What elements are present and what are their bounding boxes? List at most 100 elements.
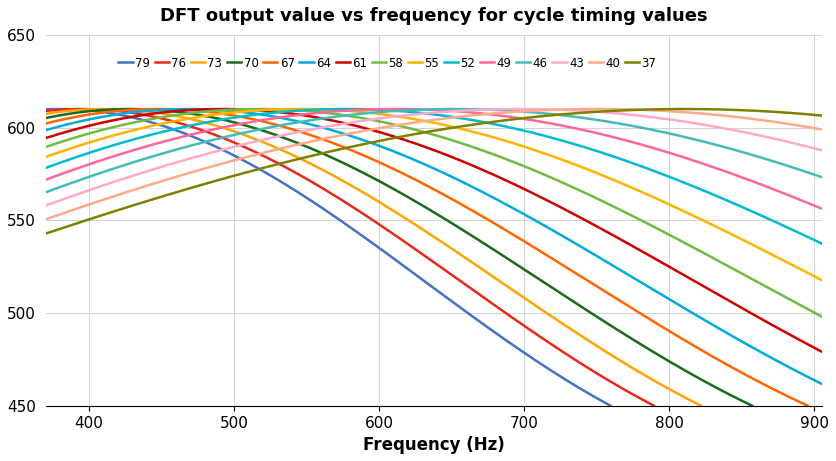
76 [332, 194, 342, 200]
43 [12, 213, 22, 219]
Line: 79: 79 [17, 109, 609, 406]
73 [12, 117, 22, 123]
46 [714, 143, 724, 148]
70 [56, 112, 66, 118]
79 [573, 385, 583, 390]
Line: 37: 37 [17, 109, 836, 243]
64 [573, 242, 583, 248]
Line: 55: 55 [17, 109, 836, 321]
49 [12, 188, 22, 194]
52 [56, 160, 66, 165]
40 [714, 112, 724, 118]
70 [714, 387, 724, 392]
52 [714, 195, 724, 200]
70 [12, 122, 22, 128]
52 [340, 106, 350, 112]
61 [667, 266, 677, 272]
37 [573, 110, 583, 116]
73 [534, 306, 544, 312]
73 [332, 175, 342, 180]
61 [534, 194, 544, 200]
Line: 58: 58 [17, 109, 836, 358]
52 [332, 106, 342, 112]
76 [12, 112, 22, 118]
67 [534, 248, 544, 254]
70 [667, 361, 677, 366]
Line: 73: 73 [17, 109, 701, 406]
49 [391, 106, 401, 112]
Line: 49: 49 [17, 109, 836, 243]
49 [534, 119, 544, 124]
46 [12, 201, 22, 206]
64 [332, 129, 342, 135]
40 [667, 109, 677, 114]
37 [332, 147, 342, 153]
43 [56, 197, 66, 203]
46 [667, 131, 677, 137]
64 [56, 123, 66, 129]
58 [254, 106, 264, 112]
73 [667, 388, 677, 394]
79 [332, 215, 342, 221]
Line: 43: 43 [17, 109, 836, 216]
61 [12, 145, 22, 151]
Line: 64: 64 [17, 109, 836, 406]
55 [714, 226, 724, 231]
55 [534, 149, 544, 155]
49 [714, 167, 724, 172]
58 [573, 187, 584, 193]
49 [332, 108, 342, 114]
43 [515, 106, 525, 112]
70 [332, 157, 342, 163]
58 [714, 259, 724, 265]
46 [573, 115, 584, 120]
Legend: 79, 76, 73, 70, 67, 64, 61, 58, 55, 52, 49, 46, 43, 40, 37: 79, 76, 73, 70, 67, 64, 61, 58, 55, 52, … [114, 52, 660, 74]
67 [714, 358, 724, 363]
61 [56, 130, 66, 136]
40 [12, 227, 22, 232]
52 [573, 143, 584, 148]
67 [12, 129, 22, 135]
58 [534, 170, 544, 176]
49 [573, 126, 584, 132]
40 [56, 211, 66, 217]
64 [534, 220, 544, 226]
52 [12, 176, 22, 182]
58 [12, 155, 22, 160]
Line: 40: 40 [17, 109, 836, 230]
76 [573, 359, 583, 365]
79 [56, 106, 66, 112]
76 [534, 334, 544, 340]
43 [667, 117, 677, 123]
40 [534, 107, 544, 113]
64 [714, 326, 724, 331]
61 [217, 106, 227, 112]
70 [573, 302, 583, 308]
Line: 67: 67 [17, 109, 807, 406]
40 [573, 106, 583, 112]
43 [714, 125, 724, 130]
67 [667, 331, 677, 336]
Line: 46: 46 [17, 109, 836, 207]
58 [56, 139, 66, 145]
79 [12, 109, 22, 115]
58 [667, 234, 677, 239]
37 [534, 113, 544, 119]
55 [12, 165, 22, 171]
37 [56, 226, 66, 231]
Line: 61: 61 [17, 109, 836, 391]
61 [573, 214, 584, 219]
43 [332, 122, 342, 128]
61 [332, 119, 342, 124]
40 [332, 133, 342, 139]
64 [12, 136, 22, 142]
37 [667, 106, 677, 112]
Title: DFT output value vs frequency for cycle timing values: DFT output value vs frequency for cycle … [160, 7, 706, 25]
79 [534, 361, 544, 366]
61 [714, 293, 724, 298]
37 [679, 106, 689, 112]
46 [534, 110, 544, 116]
67 [56, 117, 66, 123]
55 [295, 106, 305, 112]
Line: 52: 52 [17, 109, 836, 282]
